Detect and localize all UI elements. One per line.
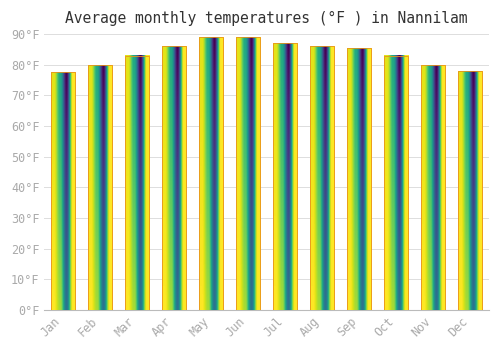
Bar — [236, 37, 260, 310]
Bar — [458, 71, 482, 310]
Bar — [51, 72, 75, 310]
Bar — [88, 65, 112, 310]
Bar — [347, 48, 372, 310]
Bar — [162, 47, 186, 310]
Bar — [199, 37, 223, 310]
Bar — [422, 65, 446, 310]
Bar — [310, 47, 334, 310]
Title: Average monthly temperatures (°F ) in Nannilam: Average monthly temperatures (°F ) in Na… — [66, 11, 468, 26]
Bar — [273, 43, 297, 310]
Bar — [125, 56, 149, 310]
Bar — [384, 56, 408, 310]
